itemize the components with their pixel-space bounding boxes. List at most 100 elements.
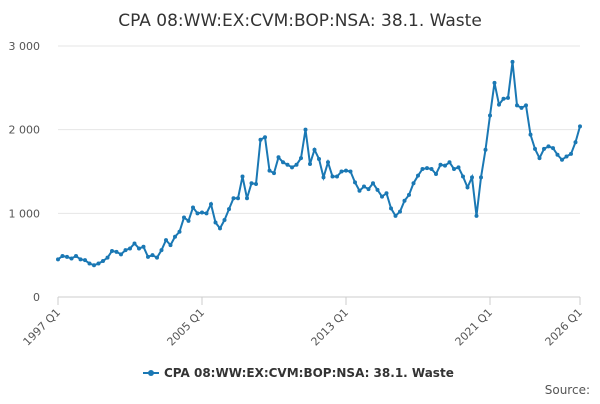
y-tick-label: 0 (33, 291, 40, 304)
point (474, 213, 479, 218)
legend-marker (148, 370, 154, 376)
point (168, 243, 173, 248)
point (267, 168, 272, 173)
point (123, 248, 128, 253)
point (501, 96, 506, 101)
point (69, 256, 74, 261)
point (186, 218, 191, 223)
point (533, 146, 537, 151)
point (488, 113, 492, 118)
point (407, 192, 411, 197)
point (470, 175, 474, 180)
point (74, 254, 78, 259)
point (191, 205, 195, 210)
x-tick-label: 2026 Q1 (543, 306, 586, 349)
point (218, 226, 222, 231)
point (276, 155, 281, 160)
point (272, 171, 276, 176)
point (209, 202, 213, 207)
point (519, 105, 524, 110)
point (443, 163, 447, 168)
point (299, 156, 303, 161)
point (402, 198, 407, 203)
point (339, 169, 344, 174)
point (128, 246, 132, 251)
point (294, 162, 299, 167)
point (375, 187, 380, 192)
point (330, 174, 335, 179)
point (132, 241, 137, 246)
point (411, 181, 416, 186)
point (326, 160, 330, 165)
point (119, 252, 123, 257)
point (573, 140, 578, 145)
point (155, 255, 159, 260)
point (308, 161, 312, 166)
point (479, 175, 483, 180)
x-tick-label: 2013 Q1 (309, 306, 352, 349)
point (150, 253, 155, 258)
point (290, 165, 294, 170)
point (173, 234, 177, 239)
point (254, 182, 258, 187)
point (546, 144, 551, 149)
point (258, 137, 263, 142)
point (456, 165, 461, 170)
point (240, 174, 245, 179)
point (141, 244, 146, 249)
point (146, 254, 150, 259)
point (434, 172, 438, 177)
y-tick-label: 1 000 (9, 207, 41, 220)
point (510, 59, 515, 64)
point (560, 157, 564, 162)
point (492, 80, 497, 85)
point (114, 249, 119, 254)
point (425, 166, 429, 171)
point (222, 218, 227, 223)
chart-title: CPA 08:WW:EX:CVM:BOP:NSA: 38.1. Waste (118, 11, 482, 31)
point (317, 156, 321, 161)
point (164, 238, 168, 243)
point (335, 174, 339, 179)
point (137, 246, 141, 251)
point (537, 156, 542, 161)
point (497, 102, 501, 107)
point (398, 209, 402, 214)
point (447, 160, 452, 165)
point (393, 213, 398, 218)
point (245, 196, 249, 201)
point (380, 194, 384, 199)
point (542, 146, 546, 151)
point (110, 248, 114, 253)
point (420, 166, 425, 171)
point (506, 95, 510, 100)
point (87, 261, 92, 266)
point (344, 168, 348, 173)
point (78, 257, 83, 262)
point (555, 152, 560, 157)
point (231, 196, 236, 201)
y-tick-label: 2 000 (9, 124, 41, 137)
point (564, 154, 569, 159)
point (285, 162, 290, 167)
line (57, 61, 581, 267)
point (303, 127, 308, 132)
point (389, 206, 393, 211)
point (177, 229, 182, 234)
point (105, 255, 110, 260)
x-tick-label: 2005 Q1 (165, 306, 208, 349)
point (524, 103, 528, 108)
point (213, 220, 218, 225)
legend-label: CPA 08:WW:EX:CVM:BOP:NSA: 38.1. Waste (164, 366, 454, 380)
point (569, 151, 573, 156)
point (65, 254, 69, 259)
point (416, 173, 420, 178)
point (204, 211, 209, 216)
point (483, 147, 488, 152)
point (195, 211, 200, 216)
point (200, 210, 204, 215)
point (92, 263, 96, 268)
x-tick-label: 1997 Q1 (21, 306, 64, 349)
point (249, 181, 254, 186)
